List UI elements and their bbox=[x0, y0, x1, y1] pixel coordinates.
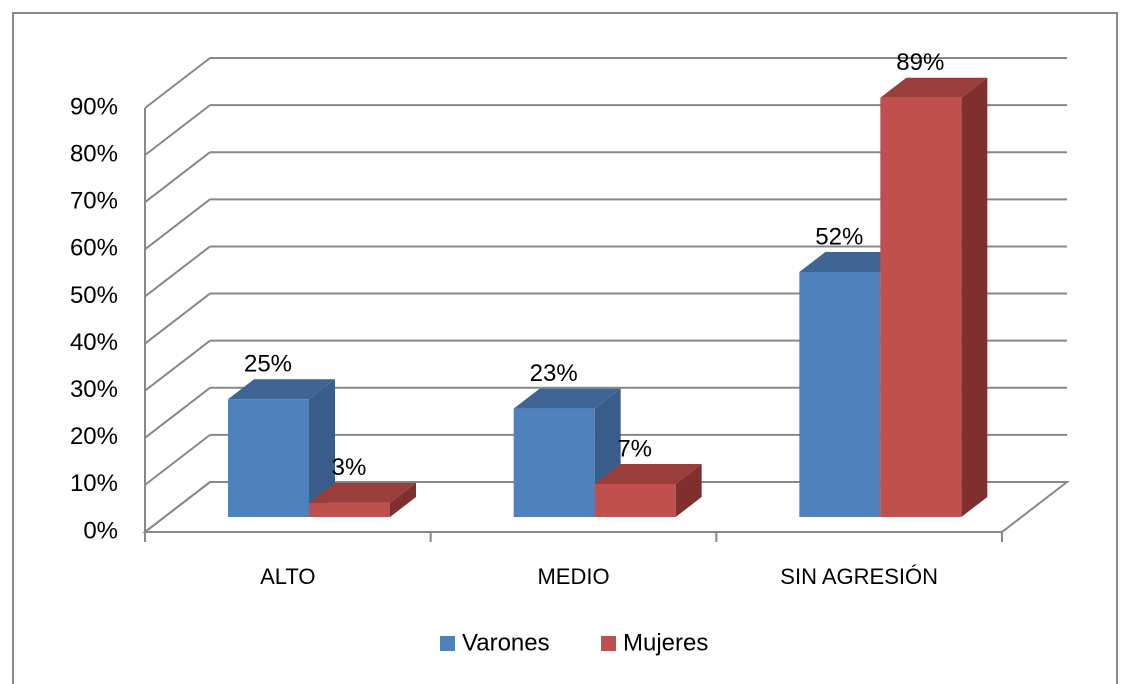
y-tick-label: 0% bbox=[83, 517, 118, 544]
y-tick-label: 80% bbox=[70, 140, 118, 167]
data-label: 52% bbox=[815, 223, 863, 250]
grid-line bbox=[144, 434, 211, 486]
bar bbox=[228, 379, 335, 517]
legend-swatch bbox=[440, 636, 455, 651]
grid-line bbox=[144, 292, 211, 345]
x-tick-label: SIN AGRESIÓN bbox=[780, 564, 938, 589]
bar-side bbox=[675, 464, 702, 517]
data-label: 25% bbox=[244, 351, 292, 378]
y-tick-label: 40% bbox=[70, 329, 118, 356]
bar-side bbox=[390, 482, 416, 517]
y-tick-label: 90% bbox=[70, 93, 118, 120]
bar bbox=[594, 464, 702, 517]
bar-front bbox=[799, 272, 881, 517]
bar-side bbox=[961, 77, 988, 517]
x-tick-label: MEDIO bbox=[537, 564, 609, 589]
data-label: 23% bbox=[530, 360, 578, 387]
bar-front bbox=[880, 97, 962, 517]
grid-line bbox=[144, 198, 211, 251]
bar-top bbox=[228, 379, 335, 400]
grid-line bbox=[144, 104, 211, 156]
y-tick-label: 20% bbox=[70, 423, 118, 450]
x-tick-label: ALTO bbox=[260, 564, 315, 589]
grid-line bbox=[144, 245, 211, 298]
grid-line bbox=[144, 481, 211, 533]
bar bbox=[513, 388, 621, 517]
legend-label: Varones bbox=[462, 629, 550, 656]
bar bbox=[309, 482, 416, 517]
bar-side bbox=[309, 379, 335, 517]
y-tick-label: 60% bbox=[70, 235, 118, 262]
y-tick-label: 30% bbox=[70, 376, 118, 403]
y-tick-label: 70% bbox=[70, 188, 118, 215]
grid-line bbox=[144, 339, 211, 392]
data-label: 7% bbox=[617, 435, 652, 462]
grid-line bbox=[144, 57, 211, 109]
bar-front bbox=[594, 484, 676, 517]
y-tick-label: 50% bbox=[70, 282, 118, 309]
bar-front bbox=[309, 502, 390, 517]
bar-front bbox=[513, 408, 595, 517]
y-tick-label: 10% bbox=[70, 470, 118, 497]
grid-line bbox=[144, 386, 211, 439]
grid-line bbox=[144, 151, 211, 204]
bar-top bbox=[880, 77, 988, 98]
bar-top bbox=[309, 482, 416, 503]
bar-top bbox=[594, 464, 702, 485]
bar bbox=[880, 77, 988, 517]
legend-label: Mujeres bbox=[623, 629, 708, 656]
bar-top bbox=[513, 388, 621, 409]
legend-swatch bbox=[601, 636, 616, 651]
bar-front bbox=[228, 399, 309, 517]
data-label: 3% bbox=[332, 454, 367, 481]
bar-top bbox=[799, 252, 907, 273]
data-label: 89% bbox=[896, 49, 944, 76]
